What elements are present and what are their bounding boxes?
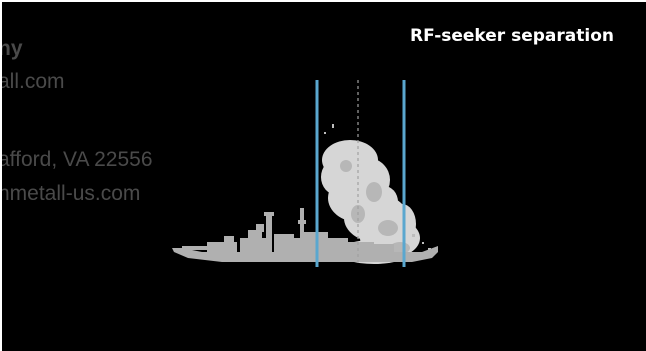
background-website-text: nmetall-us.com: [0, 182, 141, 205]
background-email-text: all.com: [0, 70, 65, 93]
background-address-text: afford, VA 22556: [0, 148, 153, 171]
background-company-text: ny: [0, 37, 23, 60]
chaff-cloud-shading: [340, 160, 410, 254]
graphic-title: RF-seeker separation: [410, 26, 614, 46]
chaff-particles: [324, 124, 431, 250]
warship-silhouette: [172, 208, 438, 262]
